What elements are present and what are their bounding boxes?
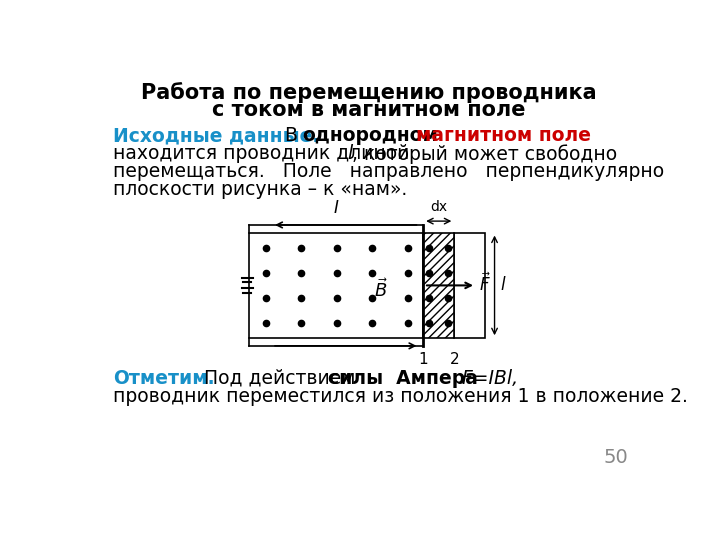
Text: l: l	[348, 144, 353, 163]
Text: проводник переместился из положения 1 в положение 2.: проводник переместился из положения 1 в …	[113, 387, 688, 406]
Bar	[423, 233, 454, 338]
Bar	[249, 233, 423, 338]
Text: 50: 50	[604, 448, 629, 467]
Text: dx: dx	[430, 200, 447, 214]
Text: Исходные данные.: Исходные данные.	[113, 126, 320, 145]
Text: находится проводник длиной: находится проводник длиной	[113, 144, 415, 163]
Text: 1: 1	[418, 352, 428, 367]
Text: 2: 2	[449, 352, 459, 367]
Text: однородном: однородном	[302, 126, 438, 145]
Text: перемещаться.   Поле   направлено   перпендикулярно: перемещаться. Поле направлено перпендику…	[113, 162, 665, 181]
Text: магнитном поле: магнитном поле	[416, 126, 591, 145]
Text: находится проводник длиной: находится проводник длиной	[113, 144, 415, 163]
Text: I: I	[333, 199, 338, 217]
Text: Работа по перемещению проводника: Работа по перемещению проводника	[141, 82, 597, 103]
Text: с током в магнитном поле: с током в магнитном поле	[212, 100, 526, 120]
Text: плоскости рисунка – к «нам».: плоскости рисунка – к «нам».	[113, 179, 408, 199]
Text: $\vec{F}$: $\vec{F}$	[479, 273, 491, 295]
Text: В: В	[273, 126, 310, 145]
Text: , который может свободно: , который может свободно	[351, 144, 617, 164]
Text: F=IBl,: F=IBl,	[444, 369, 518, 388]
Text: l: l	[500, 276, 505, 294]
Text: l: l	[348, 144, 353, 163]
Text: силы  Ампера: силы Ампера	[328, 369, 478, 388]
Text: Отметим.: Отметим.	[113, 369, 215, 388]
Bar	[454, 233, 485, 338]
Text: Под действием: Под действием	[192, 369, 367, 388]
Text: $\vec{B}$: $\vec{B}$	[374, 278, 387, 301]
